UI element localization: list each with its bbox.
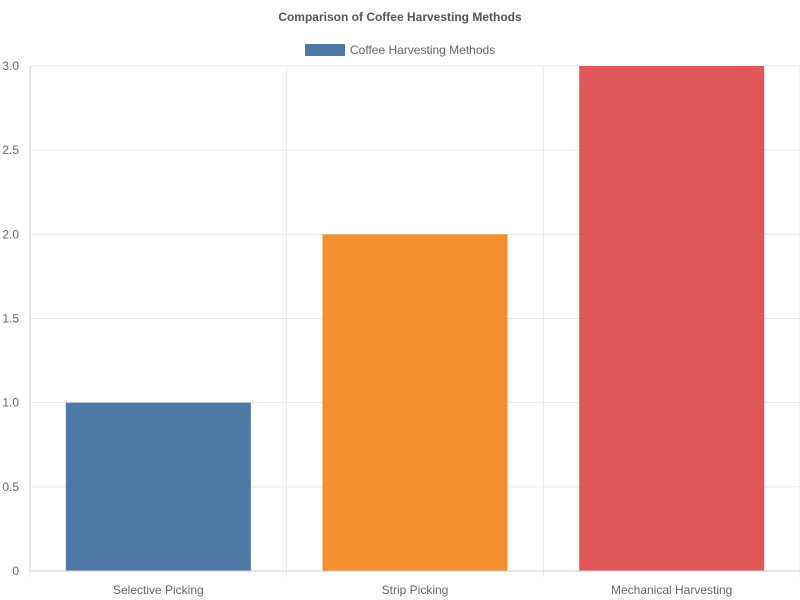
axes — [29, 66, 800, 572]
y-tick-label: 1.5 — [2, 312, 19, 326]
legend-label: Coffee Harvesting Methods — [350, 43, 495, 57]
bar-strip-picking — [322, 234, 508, 572]
x-tick-label: Mechanical Harvesting — [611, 583, 732, 597]
x-tick-label: Strip Picking — [382, 583, 449, 597]
y-tick-label: 0 — [12, 564, 19, 578]
y-tick-label: 2.0 — [2, 227, 19, 241]
legend-swatch — [305, 44, 345, 56]
bar-selective-picking — [65, 402, 251, 571]
bars — [65, 66, 765, 572]
legend[interactable]: Coffee Harvesting Methods — [305, 43, 495, 57]
x-tick-label: Selective Picking — [113, 583, 204, 597]
bar-mechanical-harvesting — [579, 66, 765, 571]
y-tick-label: 1.0 — [2, 396, 19, 410]
chart-title: Comparison of Coffee Harvesting Methods — [278, 10, 522, 24]
y-tick-label: 2.5 — [2, 143, 19, 157]
axis-labels: 0 0.5 1.0 1.5 2.0 2.5 3.0 Selective Picking Stri… — [2, 59, 732, 597]
y-tick-label: 3.0 — [2, 59, 19, 73]
y-tick-label: 0.5 — [2, 480, 19, 494]
